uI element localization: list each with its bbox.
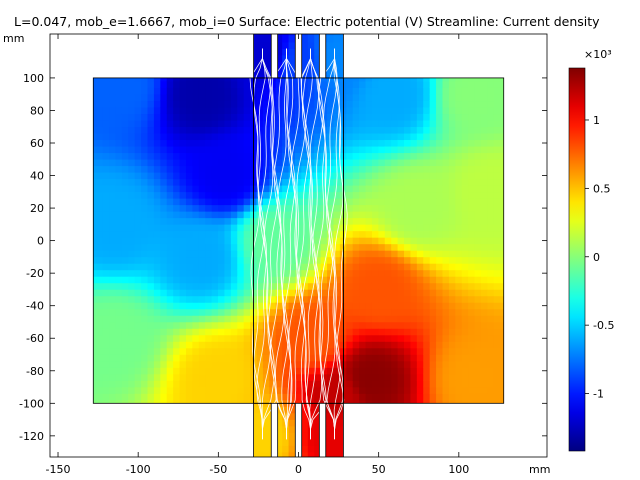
colorbar-tick-label: 1 (593, 114, 600, 127)
streamline (318, 48, 335, 440)
colorbar-ticks: -1 -0.5 0 0.5 1 (585, 114, 614, 401)
colorbar-tick-label: 0 (593, 251, 600, 264)
domain-boundary (253, 402, 272, 457)
domain-boundary (325, 402, 344, 457)
streamline (301, 48, 312, 440)
x-tick-label: -150 (46, 463, 71, 476)
x-tick-label: 100 (448, 463, 469, 476)
streamline (286, 48, 303, 440)
streamline (270, 48, 287, 440)
streamline (326, 48, 338, 440)
colorbar-tick-label: -1 (593, 388, 604, 401)
plot-title: L=0.047, mob_e=1.6667, mob_i=0 Surface: … (14, 14, 600, 29)
domain-outlines (92, 34, 505, 457)
streamline (277, 48, 289, 440)
domain-boundary (342, 77, 505, 404)
y-tick-label: 80 (30, 104, 44, 117)
streamline (329, 48, 341, 440)
y-unit-label: mm (3, 32, 24, 45)
domain-boundary (277, 34, 296, 79)
y-tick-label: -80 (26, 365, 44, 378)
colorbar-tick-label: -0.5 (593, 319, 614, 332)
x-tick-label: 0 (295, 463, 302, 476)
domain-boundary (301, 34, 320, 79)
streamline (262, 48, 275, 440)
colorbar-gradient (568, 67, 586, 452)
x-unit-label: mm (529, 463, 550, 476)
x-tick-label: 50 (372, 463, 386, 476)
y-tick-label: 0 (37, 235, 44, 248)
domain-boundary (301, 402, 320, 457)
y-tick-label: -120 (19, 430, 44, 443)
domain-boundary (277, 402, 296, 457)
streamline (253, 48, 265, 440)
streamline (286, 48, 298, 440)
streamline (297, 48, 311, 440)
streamline (334, 48, 348, 440)
streamline (305, 48, 317, 440)
streamline (322, 48, 335, 440)
streamline (310, 48, 327, 440)
y-tick-label: 60 (30, 137, 44, 150)
current-density-streamlines (249, 48, 348, 440)
y-tick-label: 20 (30, 202, 44, 215)
y-axis: -120 -100 -80 -60 -40 -20 0 20 40 60 80 100 (19, 72, 547, 443)
x-axis: -150 -100 -50 0 50 100 (46, 34, 469, 476)
colorbar-multiplier: ×10³ (584, 48, 612, 61)
domain-boundary (253, 34, 272, 79)
y-tick-label: 40 (30, 170, 44, 183)
streamline (262, 48, 279, 440)
streamline (256, 48, 268, 440)
domain-boundary (325, 34, 344, 79)
streamline (284, 48, 296, 440)
y-tick-label: 100 (23, 72, 44, 85)
x-tick-label: -50 (209, 463, 227, 476)
x-tick-label: -100 (126, 463, 151, 476)
streamline (249, 48, 263, 440)
colorbar: ×10³ -1 -0.5 0 0.5 1 (568, 48, 614, 452)
colorbar-tick-label: 0.5 (593, 182, 611, 195)
y-tick-label: -40 (26, 300, 44, 313)
y-tick-label: -100 (19, 397, 44, 410)
y-tick-label: -60 (26, 332, 44, 345)
y-tick-label: -20 (26, 267, 44, 280)
streamline (281, 48, 292, 440)
streamline (259, 48, 272, 440)
